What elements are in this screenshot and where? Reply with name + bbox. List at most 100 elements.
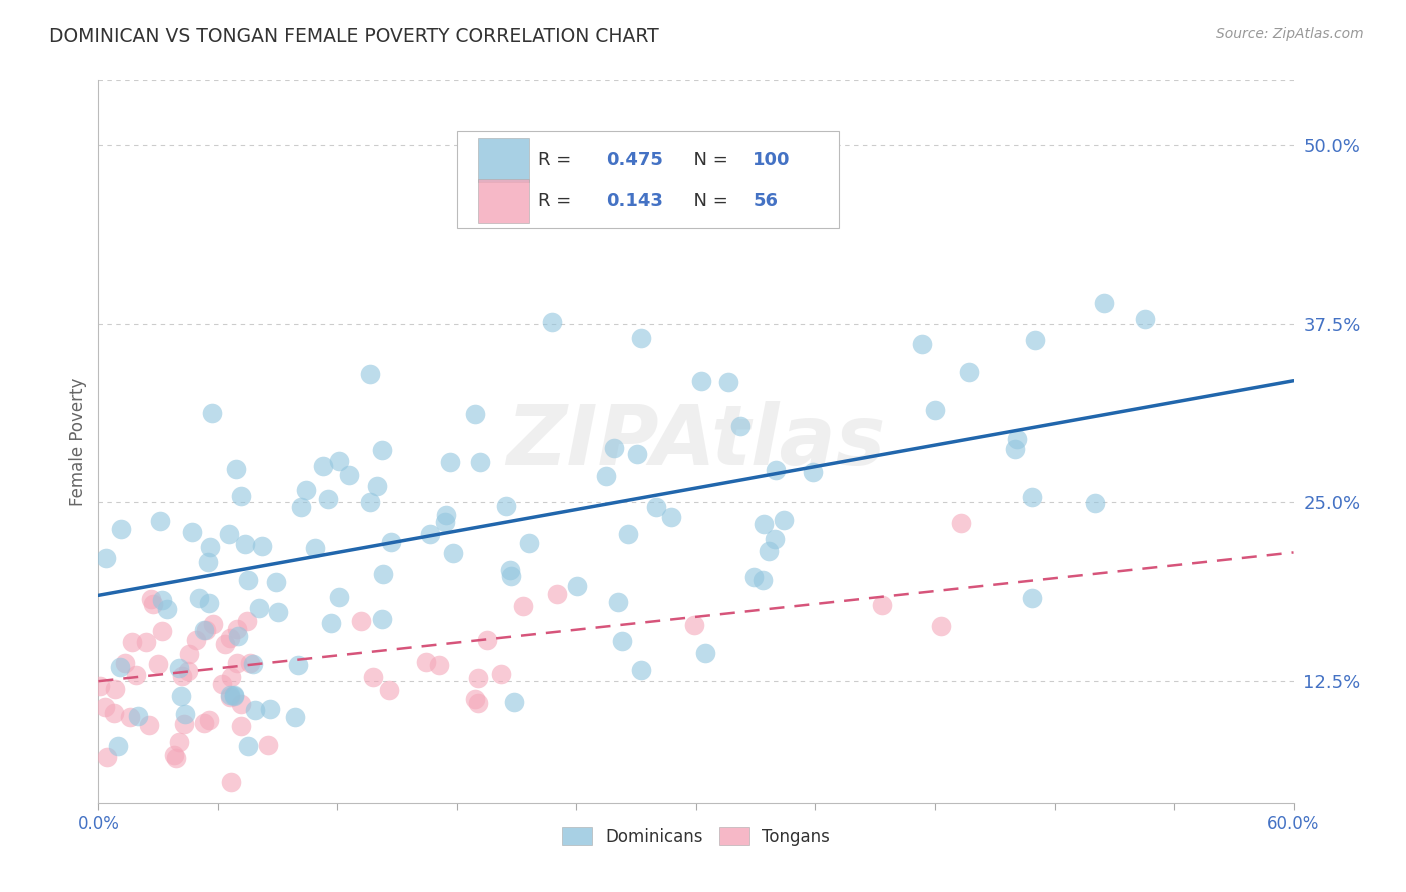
Point [765,463,787,477]
Point [198,596,221,610]
Point [467,671,489,685]
Point [512,599,534,613]
Point [541,315,564,329]
Point [328,454,350,468]
Point [565,579,588,593]
Point [717,375,740,389]
Point [219,631,242,645]
Point [626,447,648,461]
Point [617,527,640,541]
Point [225,622,247,636]
Point [267,606,290,620]
Point [96,750,118,764]
Point [197,555,219,569]
Point [184,632,207,647]
Text: N =: N = [682,151,733,169]
Point [170,669,193,683]
Point [170,689,193,703]
Point [108,660,131,674]
Text: DOMINICAN VS TONGAN FEMALE POVERTY CORRELATION CHART: DOMINICAN VS TONGAN FEMALE POVERTY CORRE… [49,27,659,45]
FancyBboxPatch shape [478,179,529,223]
Point [221,775,243,789]
Point [803,465,825,479]
Point [287,658,309,673]
Point [165,751,187,765]
Text: R =: R = [538,192,578,211]
Point [872,599,894,613]
Text: R =: R = [538,151,578,169]
Point [187,591,209,605]
Point [606,595,628,609]
Point [419,526,441,541]
Point [167,735,190,749]
Point [380,534,402,549]
Point [751,574,773,588]
Point [290,500,312,514]
Point [924,403,946,417]
Point [259,702,281,716]
Text: Source: ZipAtlas.com: Source: ZipAtlas.com [1216,27,1364,41]
Point [201,617,224,632]
Point [439,454,461,468]
Point [377,683,399,698]
Point [104,681,127,696]
Point [141,592,163,607]
Point [316,491,339,506]
Point [229,490,252,504]
Point [173,717,195,731]
Point [595,469,617,483]
Point [94,551,117,566]
Point [114,656,136,670]
FancyBboxPatch shape [478,138,529,182]
Point [359,367,381,381]
Point [295,483,318,497]
Point [236,739,259,753]
Point [1092,295,1115,310]
Point [328,590,350,604]
Point [501,569,523,583]
Point [103,706,125,721]
Point [167,661,190,675]
Point [226,656,249,670]
Point [233,536,256,550]
Point [371,442,394,457]
Point [950,516,973,531]
Point [1024,333,1046,347]
Point [243,703,266,717]
Point [236,574,259,588]
Point [742,570,765,584]
Point [517,536,540,550]
Point [229,719,252,733]
Point [150,624,173,638]
Text: 0.475: 0.475 [606,151,664,169]
Point [911,337,934,351]
Point [433,516,456,530]
Point [242,657,264,672]
Point [194,623,217,637]
Point [689,375,711,389]
Point [470,455,492,469]
Point [728,419,751,434]
Point [211,676,233,690]
Text: ZIPAtlas: ZIPAtlas [506,401,886,482]
Point [198,713,221,727]
Point [495,499,517,513]
Point [311,458,333,473]
Point [929,619,952,633]
Point [118,710,141,724]
Point [125,668,148,682]
Point [415,655,437,669]
Point [107,739,129,753]
Point [226,629,249,643]
Point [193,623,215,637]
Point [150,593,173,607]
Point [222,689,245,703]
Point [630,663,652,677]
Point [193,715,215,730]
Point [429,657,451,672]
Point [177,647,200,661]
Point [503,695,526,709]
Point [121,634,143,648]
Point [89,680,111,694]
Point [491,667,513,681]
